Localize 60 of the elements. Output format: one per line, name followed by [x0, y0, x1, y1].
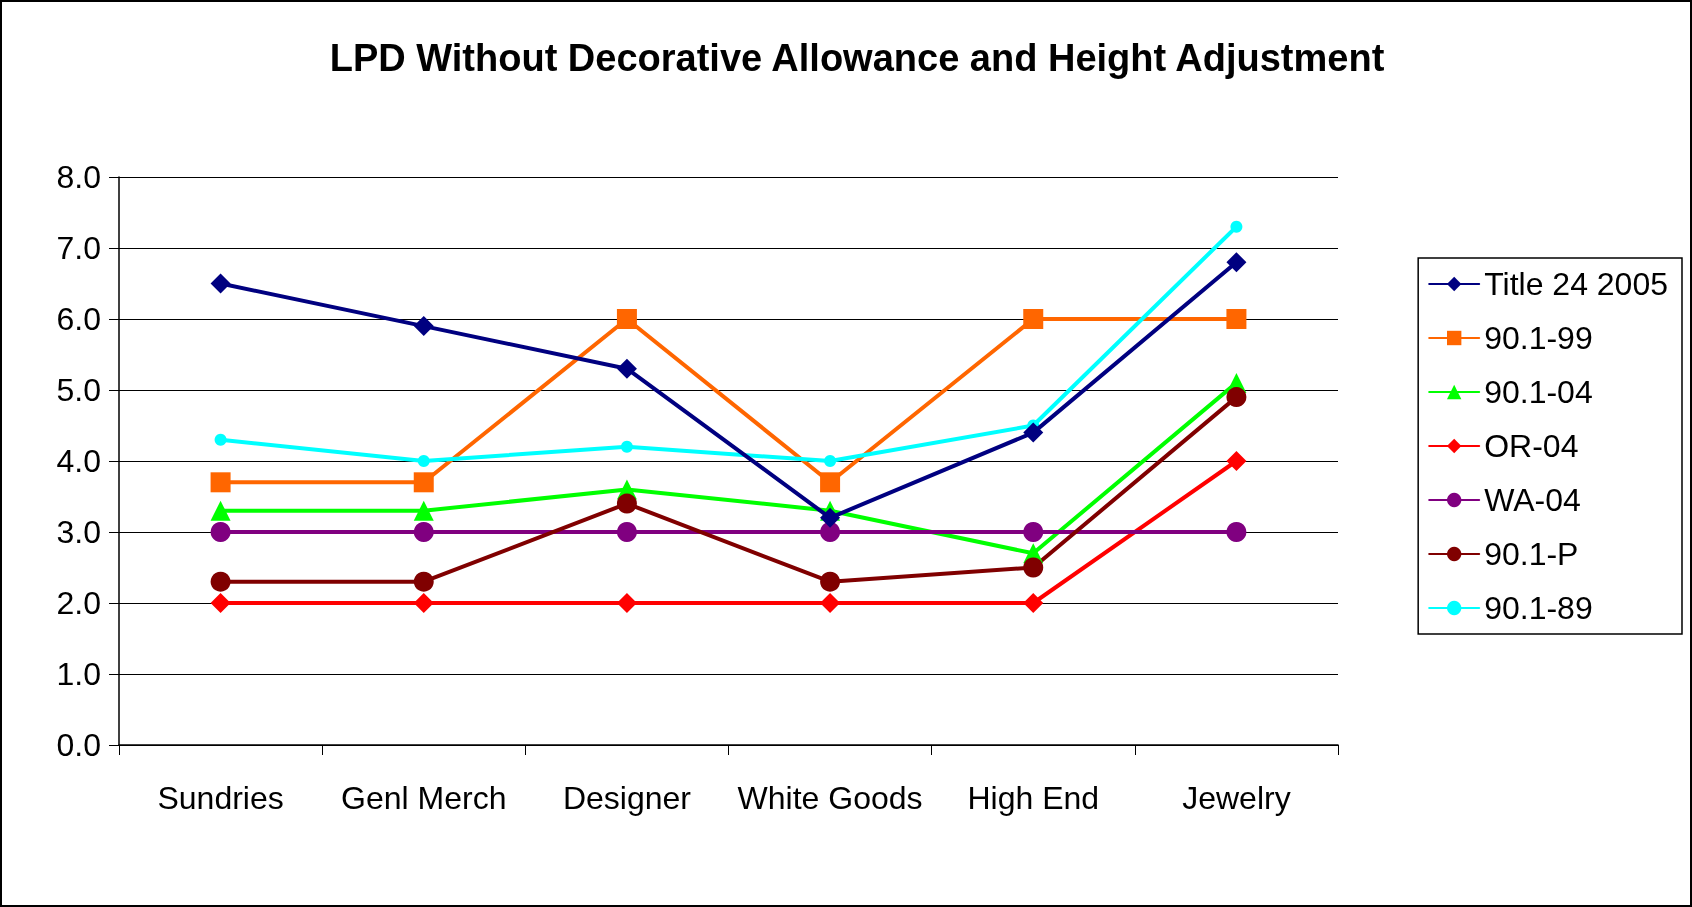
point — [820, 507, 841, 528]
point — [824, 455, 837, 467]
y-tick-label: 1.0 — [56, 656, 101, 692]
point — [820, 593, 841, 613]
point — [1226, 387, 1247, 408]
point — [210, 593, 231, 613]
point — [1226, 252, 1247, 273]
point — [214, 433, 227, 446]
y-tick-label: 3.0 — [56, 514, 101, 550]
point — [1023, 309, 1044, 329]
point — [1226, 522, 1247, 542]
point — [210, 522, 231, 542]
point — [1023, 593, 1044, 613]
chart-title: LPD Without Decorative Allowance and Height Adjustment — [329, 37, 1385, 79]
y-tick-label: 6.0 — [56, 301, 101, 337]
legend-label: 90.1-04 — [1484, 374, 1593, 410]
point — [1226, 451, 1247, 471]
point — [616, 522, 637, 542]
legend-label: OR-04 — [1484, 428, 1579, 464]
point — [616, 358, 637, 379]
point — [620, 440, 633, 453]
x-tick-label: Jewelry — [1182, 780, 1291, 816]
point — [820, 472, 841, 493]
point — [413, 593, 434, 613]
y-tick-label: 5.0 — [56, 372, 101, 408]
point — [413, 472, 434, 493]
point — [616, 493, 637, 514]
point — [1226, 309, 1247, 329]
point — [616, 309, 637, 329]
legend-label: 90.1-99 — [1484, 320, 1593, 356]
x-tick-label: Sundries — [157, 780, 284, 816]
x-tick-label: High End — [967, 780, 1100, 816]
point — [1023, 522, 1044, 542]
y-tick-label: 7.0 — [56, 230, 101, 266]
point — [1230, 220, 1243, 233]
point — [413, 571, 434, 592]
point — [413, 522, 434, 542]
x-tick-label: Genl Merch — [341, 780, 507, 816]
legend-label: 90.1-89 — [1484, 590, 1593, 626]
point — [616, 593, 637, 613]
legend-label: Title 24 2005 — [1484, 266, 1668, 302]
y-tick-label: 0.0 — [56, 727, 101, 763]
point — [820, 571, 841, 592]
y-tick-label: 2.0 — [56, 585, 101, 621]
point — [413, 316, 434, 337]
point — [413, 500, 434, 521]
y-tick-label: 4.0 — [56, 443, 101, 479]
x-tick-label: Designer — [562, 780, 692, 816]
point — [210, 273, 231, 294]
point — [1023, 557, 1044, 578]
legend-label: 90.1-P — [1484, 536, 1579, 572]
point — [417, 455, 430, 467]
point — [210, 571, 231, 592]
point — [210, 472, 231, 493]
point — [210, 500, 231, 521]
point — [820, 522, 841, 542]
point — [1023, 422, 1044, 443]
y-tick-label: 8.0 — [56, 159, 101, 195]
x-tick-label: White Goods — [737, 780, 923, 816]
legend-label: WA-04 — [1484, 482, 1581, 518]
